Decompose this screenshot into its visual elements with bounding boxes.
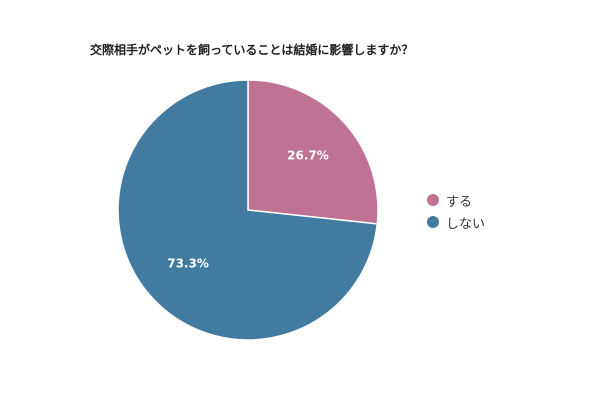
legend-label-suru: する (446, 194, 473, 210)
legend-swatch-shinai (427, 216, 439, 228)
pie-slice-shinai[interactable] (117, 79, 379, 341)
legend-swatch-suru (427, 194, 439, 206)
slice-label-shinai: 73.3% (167, 256, 209, 270)
legend-item-suru[interactable]: する (427, 189, 485, 211)
slice-label-suru: 26.7% (287, 149, 329, 163)
pie-slice-suru[interactable] (247, 79, 379, 225)
legend: する しない (427, 189, 485, 233)
chart-title: 交際相手がペットを飼っていることは結婚に影響しますか？ (90, 43, 414, 57)
legend-label-shinai: しない (446, 216, 486, 232)
legend-item-shinai[interactable]: しない (427, 211, 485, 233)
